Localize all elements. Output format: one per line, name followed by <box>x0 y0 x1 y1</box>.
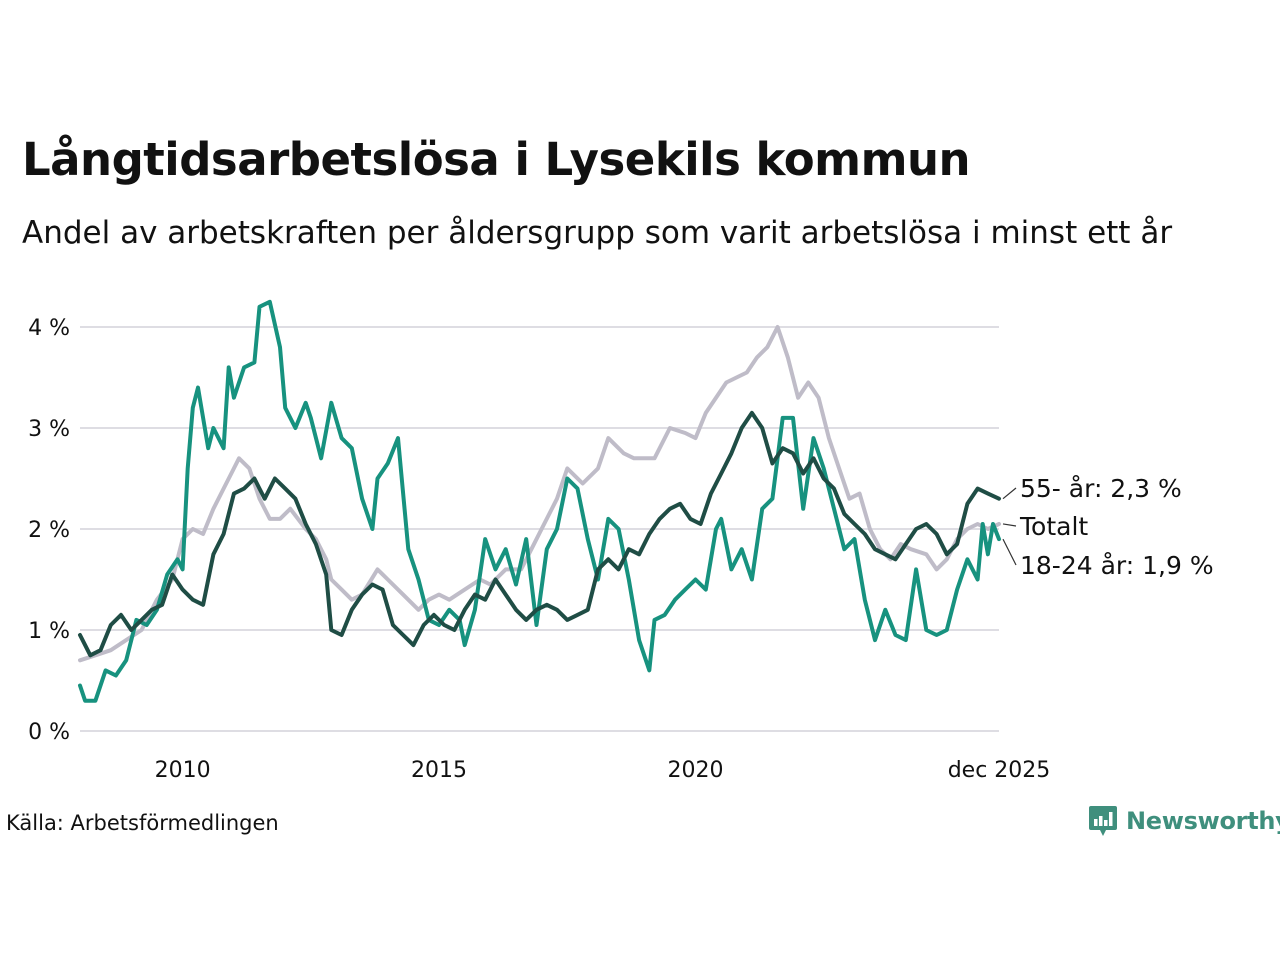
end-label-age1824: 18-24 år: 1,9 % <box>1020 551 1214 580</box>
x-axis-ticks: 2010 2015 2020 dec 2025 <box>155 758 1051 783</box>
y-tick-label: 4 % <box>28 316 70 341</box>
x-tick-label: 2015 <box>411 758 467 783</box>
end-label-total: Totalt <box>1019 512 1088 541</box>
end-labels: Totalt 55- år: 2,3 % 18-24 år: 1,9 % <box>1002 474 1214 580</box>
line-chart: 0 % 1 % 2 % 3 % 4 % 2010 2015 2020 dec 2025 Tot… <box>28 299 1214 783</box>
newsworthy-logo-icon <box>1089 806 1117 836</box>
chart-title: Långtidsarbetslösa i Lysekils kommun <box>22 133 971 186</box>
end-label-age55: 55- år: 2,3 % <box>1020 474 1182 503</box>
series-line-age55 <box>78 410 1001 658</box>
series-lines <box>78 299 1001 703</box>
chart-subtitle: Andel av arbetskraften per åldersgrupp s… <box>22 215 1173 251</box>
x-tick-label: 2020 <box>668 758 724 783</box>
brand-name: Newsworthy <box>1126 807 1280 835</box>
leader-line-age55 <box>1002 487 1017 500</box>
source-note: Källa: Arbetsförmedlingen <box>6 811 279 835</box>
leader-line-total <box>1002 523 1017 527</box>
y-tick-label: 2 % <box>28 518 70 543</box>
series-line-age1824 <box>78 299 1001 703</box>
y-tick-label: 0 % <box>28 720 70 745</box>
series-line-total <box>78 325 1001 663</box>
y-tick-label: 1 % <box>28 619 70 644</box>
x-tick-label: dec 2025 <box>948 758 1051 783</box>
brand-logo: Newsworthy <box>1088 804 1280 838</box>
y-tick-label: 3 % <box>28 417 70 442</box>
x-tick-label: 2010 <box>155 758 211 783</box>
y-axis-ticks: 0 % 1 % 2 % 3 % 4 % <box>28 316 70 745</box>
leader-line-age1824 <box>1002 538 1017 566</box>
